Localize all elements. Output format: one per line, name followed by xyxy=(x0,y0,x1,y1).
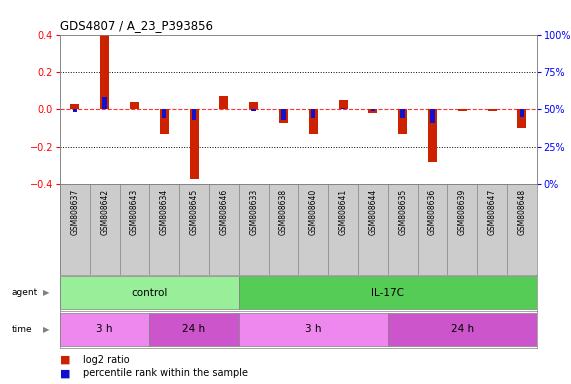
Text: GSM808634: GSM808634 xyxy=(160,189,169,235)
Text: GSM808635: GSM808635 xyxy=(398,189,407,235)
Bar xyxy=(70,104,79,109)
Text: GSM808642: GSM808642 xyxy=(100,189,109,235)
Bar xyxy=(160,109,168,134)
Bar xyxy=(60,313,150,346)
Bar xyxy=(60,276,239,309)
Bar xyxy=(150,313,239,346)
Text: log2 ratio: log2 ratio xyxy=(83,355,130,365)
Text: ■: ■ xyxy=(60,355,70,365)
Bar xyxy=(251,109,256,111)
Bar xyxy=(368,109,377,113)
Bar xyxy=(341,108,345,109)
Bar xyxy=(102,98,107,109)
Text: ▶: ▶ xyxy=(43,288,49,297)
Bar xyxy=(192,109,196,120)
Text: 24 h: 24 h xyxy=(451,324,474,334)
Bar xyxy=(73,109,77,113)
Text: control: control xyxy=(131,288,167,298)
Bar xyxy=(517,109,526,128)
Text: GSM808644: GSM808644 xyxy=(368,189,377,235)
Bar xyxy=(458,109,467,111)
Bar xyxy=(488,109,497,111)
Bar xyxy=(162,109,167,118)
Text: time: time xyxy=(11,325,32,334)
Bar xyxy=(281,109,286,120)
Bar xyxy=(388,313,537,346)
Bar xyxy=(219,96,228,109)
Text: ▶: ▶ xyxy=(43,325,49,334)
Bar xyxy=(398,109,407,134)
Text: GSM808646: GSM808646 xyxy=(219,189,228,235)
Bar xyxy=(100,35,109,109)
Bar xyxy=(311,109,316,118)
Bar xyxy=(279,109,288,122)
Text: agent: agent xyxy=(11,288,38,297)
Bar xyxy=(339,100,348,109)
Text: GSM808633: GSM808633 xyxy=(249,189,258,235)
Text: GSM808640: GSM808640 xyxy=(309,189,317,235)
Text: ■: ■ xyxy=(60,368,70,378)
Bar xyxy=(520,109,524,117)
Text: percentile rank within the sample: percentile rank within the sample xyxy=(83,368,248,378)
Bar xyxy=(190,109,199,179)
Text: GSM808648: GSM808648 xyxy=(517,189,526,235)
Text: GDS4807 / A_23_P393856: GDS4807 / A_23_P393856 xyxy=(60,19,213,32)
Text: 24 h: 24 h xyxy=(183,324,206,334)
Bar xyxy=(239,276,537,309)
Text: GSM808645: GSM808645 xyxy=(190,189,199,235)
Text: 3 h: 3 h xyxy=(305,324,321,334)
Bar xyxy=(249,102,258,109)
Bar xyxy=(430,109,435,123)
Text: GSM808641: GSM808641 xyxy=(339,189,348,235)
Text: GSM808647: GSM808647 xyxy=(488,189,497,235)
Bar xyxy=(400,109,405,118)
Bar xyxy=(239,313,388,346)
Bar xyxy=(428,109,437,162)
Text: 3 h: 3 h xyxy=(96,324,113,334)
Bar xyxy=(371,109,375,111)
Bar xyxy=(309,109,317,134)
Text: GSM808636: GSM808636 xyxy=(428,189,437,235)
Text: IL-17C: IL-17C xyxy=(371,288,404,298)
Text: GSM808638: GSM808638 xyxy=(279,189,288,235)
Text: GSM808643: GSM808643 xyxy=(130,189,139,235)
Text: GSM808639: GSM808639 xyxy=(458,189,467,235)
Text: GSM808637: GSM808637 xyxy=(70,189,79,235)
Bar xyxy=(130,102,139,109)
